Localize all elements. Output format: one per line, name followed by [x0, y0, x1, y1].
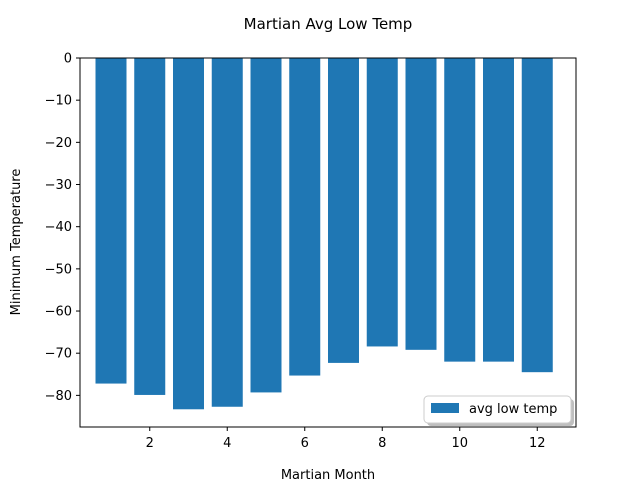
bar-month-5: [250, 58, 282, 393]
bar-month-2: [134, 58, 166, 395]
x-tick-label: 6: [301, 436, 309, 451]
bars-layer: [95, 58, 553, 410]
y-tick-label: 0: [64, 52, 72, 67]
bar-month-11: [483, 58, 514, 362]
legend: avg low temp: [423, 395, 574, 426]
y-tick-label: −80: [45, 389, 72, 404]
x-tick-label: 8: [378, 436, 386, 451]
legend-label: avg low temp: [469, 402, 557, 417]
chart-title: Martian Avg Low Temp: [244, 15, 413, 33]
y-tick-label: −40: [45, 220, 72, 235]
bar-month-3: [173, 58, 204, 410]
legend-box: [423, 395, 572, 424]
y-tick-label: −10: [45, 94, 72, 109]
ticks-layer: 0 −10 −20 −30 −40 −50 −60 −70 −80 2 4 6 8 10 12: [45, 52, 546, 452]
bar-month-9: [405, 58, 437, 350]
bar-month-10: [444, 58, 476, 362]
y-tick-label: −70: [45, 347, 72, 362]
y-tick-label: −20: [45, 136, 72, 151]
y-tick-label: −60: [45, 305, 72, 320]
x-tick-label: 2: [146, 436, 154, 451]
legend-swatch: [431, 403, 459, 413]
bar-month-8: [366, 58, 398, 347]
x-tick-label: 4: [223, 436, 231, 451]
y-axis-label: Minimum Temperature: [9, 169, 24, 316]
bar-month-12: [521, 58, 553, 373]
x-tick-label: 12: [529, 436, 546, 451]
x-axis-label: Martian Month: [281, 468, 375, 480]
y-tick-label: −50: [45, 262, 72, 277]
bar-month-6: [289, 58, 321, 376]
bar-month-4: [211, 58, 243, 407]
bar-month-7: [328, 58, 359, 363]
plot-area-frame: [79, 57, 577, 428]
x-tick-label: 10: [451, 436, 468, 451]
bar-month-1: [95, 58, 127, 384]
y-tick-label: −30: [45, 178, 72, 193]
